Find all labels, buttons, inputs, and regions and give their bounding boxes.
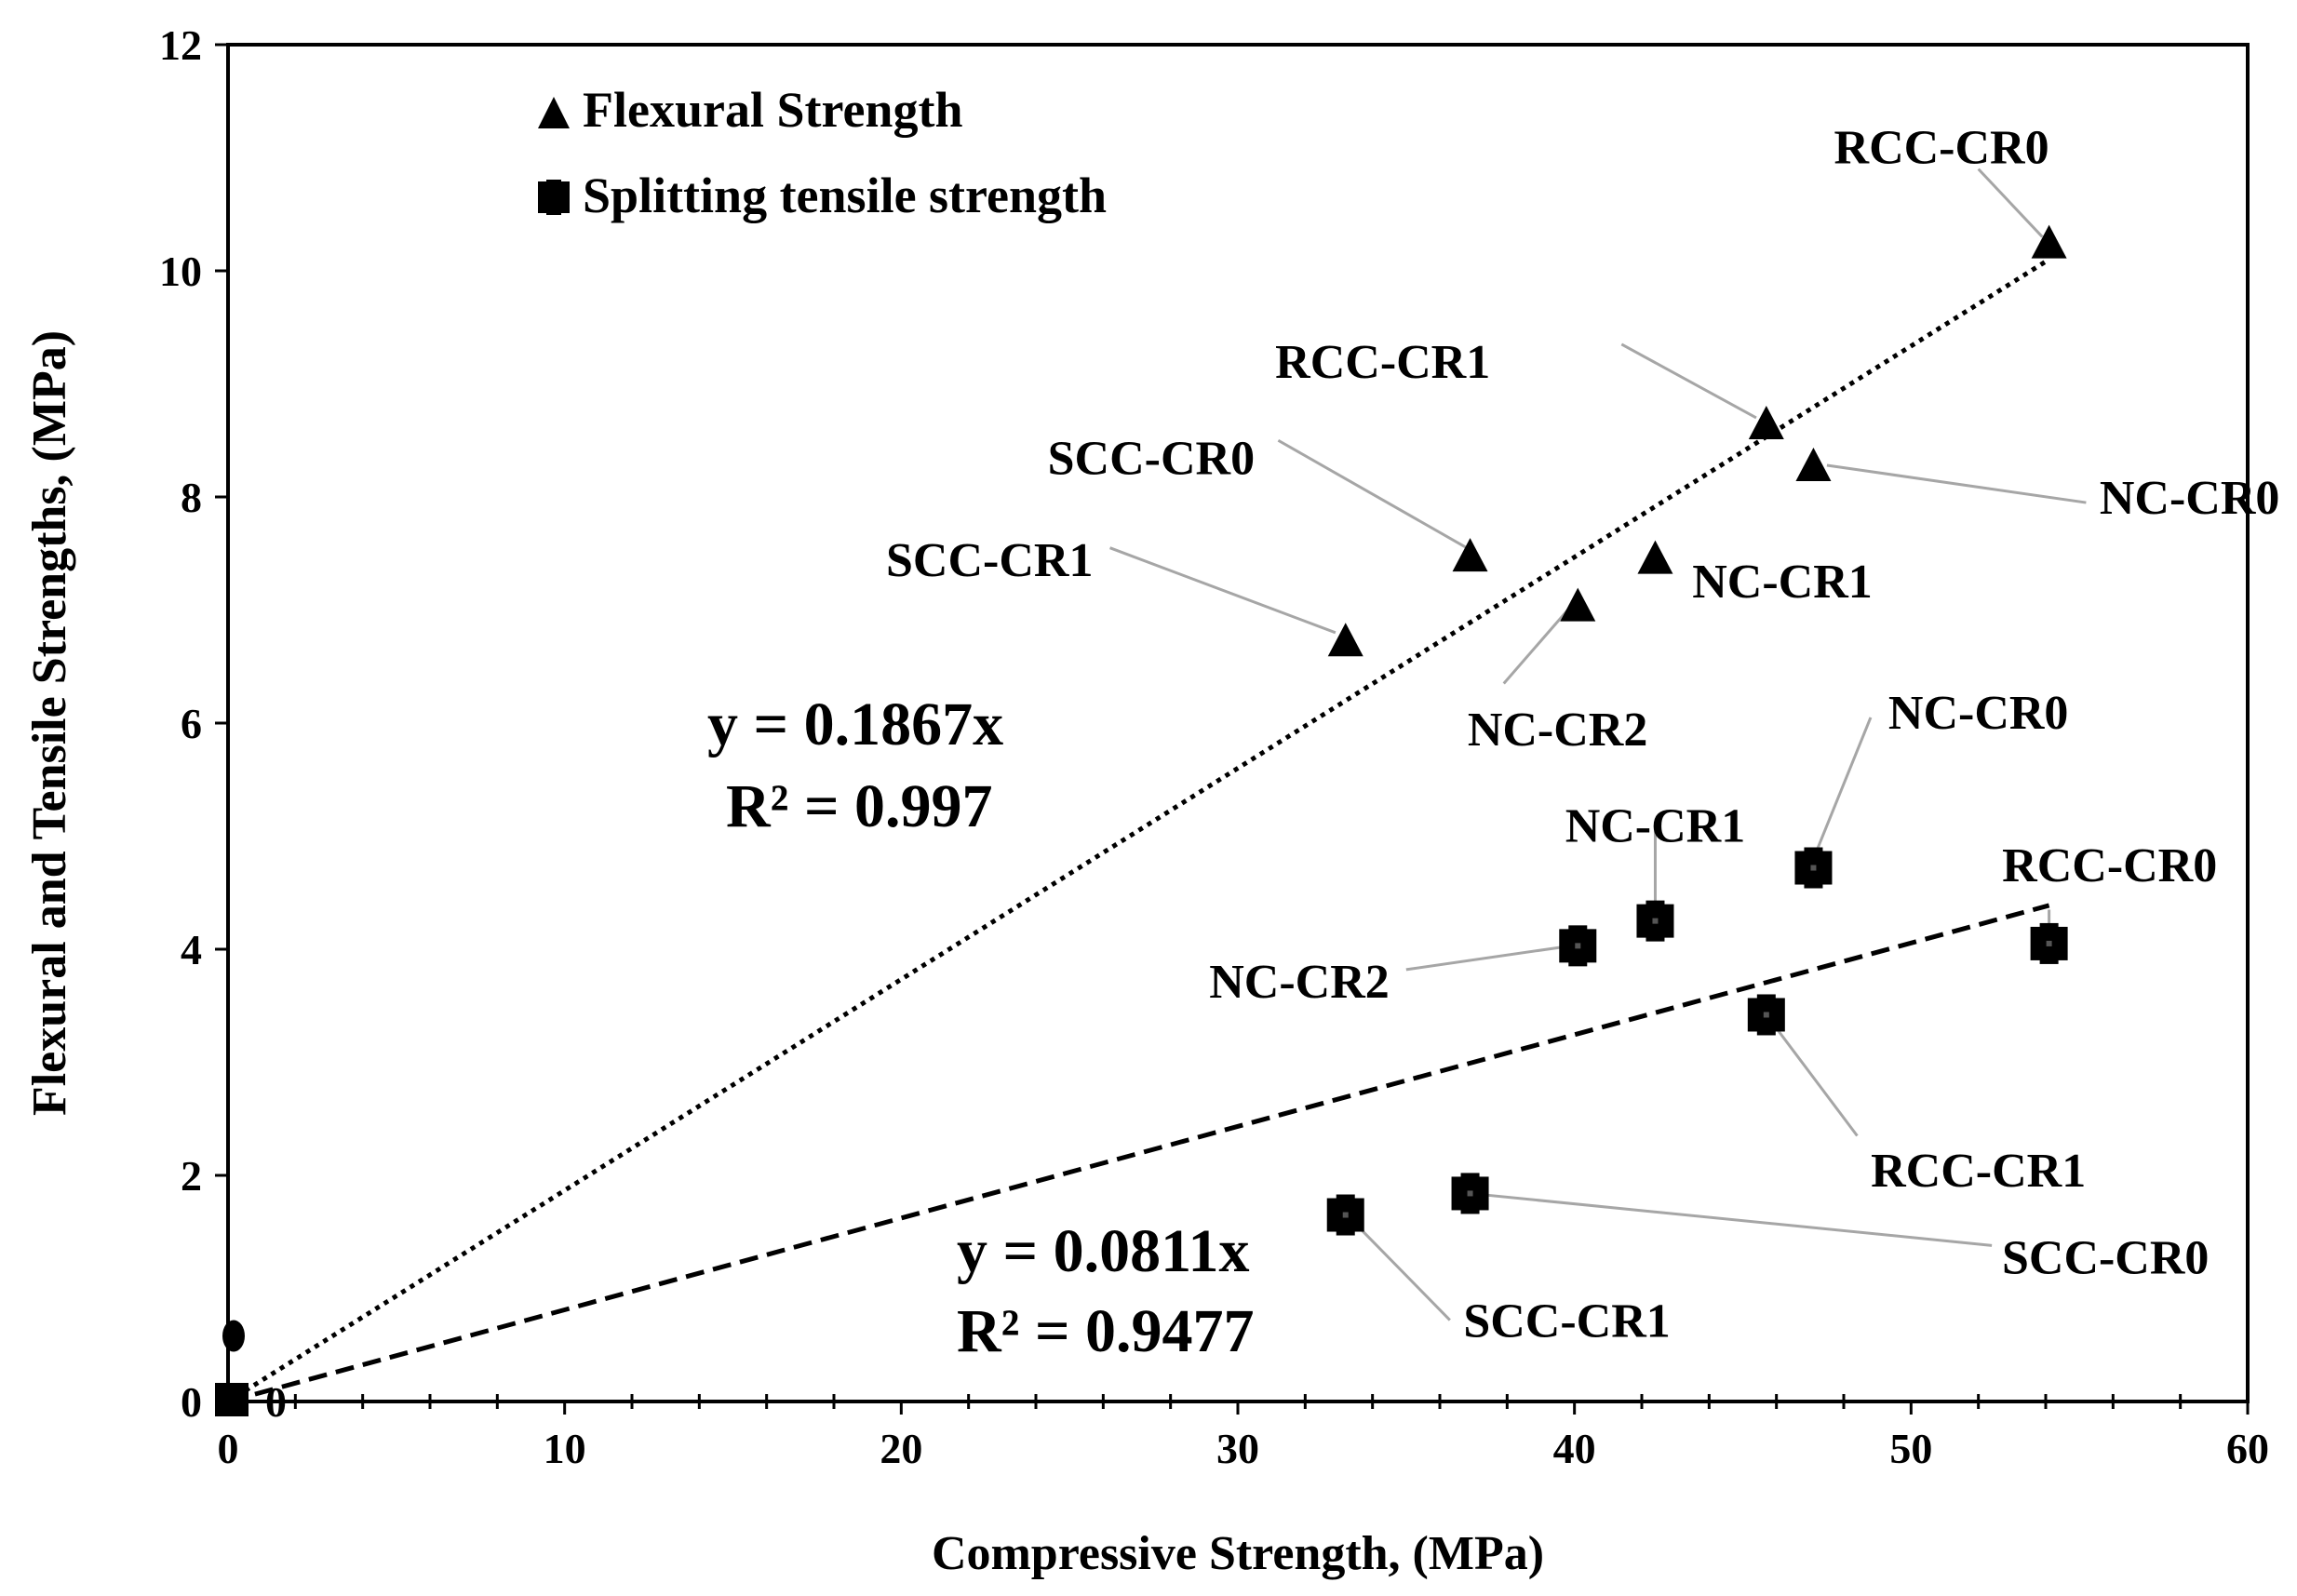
tensile-point — [1559, 925, 1597, 967]
flexural-r2: R² = 0.997 — [726, 772, 993, 840]
origin-square-marker — [215, 1383, 249, 1416]
markers-layer — [1326, 224, 2068, 1236]
tensile-point — [1636, 900, 1674, 942]
y-tick-label: 4 — [181, 926, 202, 973]
legend: Flexural Strength Splitting tensile stre… — [538, 82, 1107, 223]
y-tick-label: 0 — [181, 1378, 202, 1426]
tensile-point-label: NC-CR2 — [1209, 956, 1390, 1009]
x-tick-label: 30 — [1216, 1425, 1259, 1472]
leader-line — [1765, 1013, 1859, 1137]
legend-splitting-label: Splitting tensile strength — [583, 168, 1107, 223]
x-tick-label: 60 — [2226, 1425, 2269, 1472]
leader-line — [1620, 342, 1757, 420]
tensile-point-label: NC-CR0 — [1888, 687, 2069, 740]
tensile-point — [1451, 1173, 1489, 1214]
tensile-r2: R² = 0.9477 — [957, 1297, 1255, 1365]
x-tick-label: 0 — [218, 1425, 239, 1472]
flexural-point-label: SCC-CR0 — [1048, 432, 1255, 485]
leader-line — [1277, 438, 1468, 549]
flexural-point-label: NC-CR1 — [1692, 556, 1873, 609]
leader-line — [1350, 1219, 1451, 1321]
flexural-point — [1637, 540, 1673, 574]
legend-triangle-icon — [538, 97, 570, 128]
tensile-point — [1326, 1194, 1364, 1236]
tensile-point-label: SCC-CR1 — [1463, 1295, 1670, 1348]
leader-line — [1405, 944, 1572, 972]
tensile-point — [1747, 994, 1785, 1036]
tensile-point-label: NC-CR1 — [1565, 799, 1746, 852]
legend-square-icon — [538, 180, 570, 215]
flexural-point-label: NC-CR2 — [1468, 704, 1648, 757]
legend-flexural-label: Flexural Strength — [583, 82, 962, 138]
leader-lines-layer — [1109, 168, 2087, 1321]
leader-line — [1470, 1191, 1993, 1247]
y-axis-title: Flexural and Tensile Strengths, (MPa) — [23, 330, 76, 1116]
x-tick-label: 50 — [1889, 1425, 1932, 1472]
tensile-point-label: SCC-CR0 — [2002, 1231, 2209, 1284]
leader-line — [1502, 609, 1569, 685]
flexural-point — [1560, 587, 1596, 622]
flexural-point — [1748, 406, 1784, 440]
flexural-point — [1452, 538, 1488, 572]
flexural-point — [1795, 447, 1832, 481]
y-tick-label: 2 — [181, 1152, 202, 1200]
y-tick-label: 12 — [159, 21, 202, 69]
leader-line — [1826, 463, 2087, 504]
tensile-trendline — [227, 903, 2050, 1404]
x-axis-title: Compressive Strength, (MPa) — [932, 1527, 1544, 1580]
point-labels-layer: RCC-CR0 RCC-CR1 NC-CR0 SCC-CR0 NC-CR1 NC-CR2 S… — [886, 121, 2279, 1348]
leader-line — [1977, 168, 2044, 238]
x-tick-label: 40 — [1553, 1425, 1596, 1472]
tensile-point — [2030, 922, 2068, 964]
flexural-point-label: NC-CR0 — [2100, 472, 2280, 525]
tensile-point-label: RCC-CR0 — [2002, 839, 2217, 892]
flexural-point — [1327, 623, 1363, 657]
x-tick-label: 20 — [880, 1425, 922, 1472]
flexural-equation: y = 0.1867x — [707, 691, 1003, 758]
y-tick-label: 10 — [159, 248, 202, 295]
leader-line — [1109, 546, 1337, 635]
y-tick-label: 8 — [181, 474, 202, 521]
origin-oval-marker — [222, 1320, 245, 1352]
flexural-point-label: RCC-CR0 — [1834, 121, 2049, 174]
tensile-point — [1794, 847, 1833, 889]
flexural-point-label: SCC-CR1 — [886, 534, 1093, 587]
leader-line — [1812, 717, 1873, 860]
trendlines-layer — [226, 257, 2050, 1404]
origin-zero-label: 0 — [265, 1378, 287, 1426]
ticks-layer: 0 10 20 30 40 50 60 0 2 4 6 8 10 12 — [159, 21, 2269, 1472]
x-tick-label: 10 — [544, 1425, 586, 1472]
flexural-point — [2031, 224, 2067, 259]
flexural-point-label: RCC-CR1 — [1275, 336, 1490, 389]
tensile-point-label: RCC-CR1 — [1871, 1145, 2086, 1198]
y-tick-label: 6 — [181, 700, 202, 747]
tensile-equation: y = 0.0811x — [957, 1217, 1249, 1285]
